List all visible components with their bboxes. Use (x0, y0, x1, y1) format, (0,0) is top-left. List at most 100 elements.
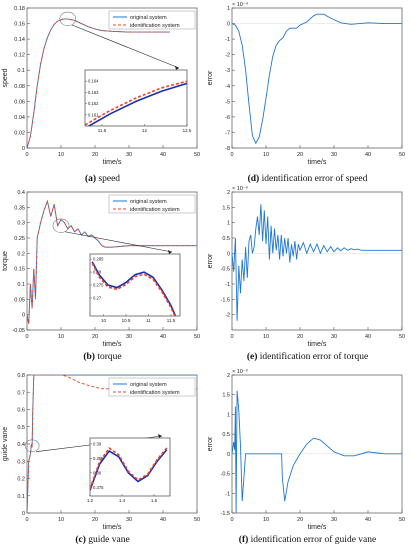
x-tick-label: 50 (399, 334, 405, 340)
legend: original system identification system (108, 10, 196, 30)
x-tick-label: 0 (230, 334, 233, 340)
y-tick-label: -5 (225, 99, 230, 105)
inset-frame (89, 253, 181, 317)
plot-frame (231, 7, 403, 149)
legend: original system identification system (108, 377, 196, 397)
x-tick-label: 50 (194, 517, 200, 523)
series-line-identification (27, 18, 170, 148)
x-tick-label: 50 (194, 152, 200, 158)
y-tick-label: 1 (227, 6, 230, 12)
inset-y-tick-label: 0.275 (93, 283, 104, 288)
y-tick-label: 0.16 (14, 22, 25, 28)
y-tick-label: 1.5 (222, 205, 230, 211)
inset-x-tick-label: 1.6 (151, 498, 158, 503)
y-tick-label: 0.1 (17, 282, 25, 288)
x-tick-label: 30 (126, 334, 132, 340)
plot-a: 0 10 20 30 40 50 0 0.02 0.04 0.06 0.08 0.1 0.12 0.14 0… (2, 6, 200, 166)
series-group (27, 199, 197, 324)
x-tick-label: 40 (365, 517, 371, 523)
x-axis-label: time/s (103, 341, 122, 348)
inset-series (91, 261, 177, 316)
y-tick-label: 0.05 (14, 297, 25, 303)
legend-entry: original system (130, 382, 167, 388)
y-tick-label: 0 (22, 511, 25, 517)
x-axis-label: time/s (308, 524, 327, 531)
y-tick-label: 0.5 (17, 425, 25, 431)
arrow-head (158, 434, 162, 438)
inset-x-tick-label: 11.5 (98, 128, 107, 133)
x-tick-label: 0 (25, 334, 28, 340)
series-group (232, 13, 402, 145)
plot-frame (231, 191, 403, 331)
caption-f: (f) identification error of guide vane (238, 535, 377, 545)
y-tick-label: -3 (225, 68, 230, 74)
y-tick-label: 0 (22, 313, 25, 319)
legend-entry: identification system (130, 23, 180, 29)
x-tick-label: 20 (92, 152, 98, 158)
zoom-arrow (71, 24, 180, 69)
y-tick-label: -0.5 (221, 472, 230, 478)
inset-y-tick-label: 0.375 (93, 485, 104, 490)
legend-box (108, 10, 196, 30)
inset-series-line-identification (90, 447, 168, 490)
x-tick-label: 0 (230, 152, 233, 158)
y-tick-label: 0.7 (17, 390, 25, 396)
series-group (27, 18, 170, 148)
plot-c: 0 10 20 30 40 50 0 0.1 0.2 0.3 0.4 0.5 0.6 0.7 0.8 time… (2, 373, 200, 531)
zoom-circle (52, 218, 70, 233)
inset-y-tick-label: 0.285 (93, 257, 104, 262)
legend-box (108, 194, 196, 214)
x-tick-label: 10 (263, 334, 269, 340)
inset-series-line-original (90, 449, 168, 491)
plot-e: 0 10 20 30 40 50 -2 -1.5 -1 -0.5 0 0.5 1 1.5 2 time/s er… (207, 186, 405, 348)
x-tick-label: 30 (331, 334, 337, 340)
caption-c: (c) guide vane (75, 535, 130, 545)
x-tick-label: 30 (331, 152, 337, 158)
x-tick-label: 20 (92, 517, 98, 523)
y-axis-label: error (207, 253, 214, 268)
caption-d: (d) identification error of speed (247, 174, 368, 184)
y-tick-label: -2 (225, 313, 230, 319)
inset-series-line-original (87, 82, 187, 126)
x-tick-label: 20 (297, 334, 303, 340)
series-line-original (232, 204, 402, 321)
caption-e: (e) identification error of torque (246, 352, 369, 362)
y-axis-label: guide vane (2, 427, 9, 461)
y-tick-label: 2 (227, 190, 230, 196)
series-line-original (232, 390, 402, 513)
y-tick-label: 0.5 (222, 236, 230, 242)
x-tick-label: 40 (160, 152, 166, 158)
y-tick-label: 0.2 (17, 251, 25, 257)
y-tick-label: 0.08 (14, 84, 25, 90)
inset-series-line-identification (85, 80, 187, 126)
y-exponent: × 10⁻³ (232, 369, 248, 375)
y-tick-label: 0.15 (14, 267, 25, 273)
inset-x-tick-label: 10 (101, 318, 107, 323)
y-tick-label: 0.3 (17, 221, 25, 227)
y-axis-label: torque (2, 251, 9, 271)
y-tick-label: -7 (225, 130, 230, 136)
inset-y-tick-label: 0.162 (88, 101, 99, 106)
inset-series-line-identification (91, 262, 176, 316)
y-tick-label: 0.8 (17, 373, 25, 379)
y-tick-label: -1 (225, 491, 230, 497)
x-tick-label: 40 (160, 334, 166, 340)
x-tick-label: 50 (399, 152, 405, 158)
inset: 1.2 1.4 1.6 0.375 0.38 0.385 0.39 (24, 434, 171, 503)
y-tick-label: 0 (227, 452, 230, 458)
y-exponent: × 10⁻³ (232, 186, 248, 192)
x-tick-label: 40 (365, 334, 371, 340)
x-tick-label: 50 (399, 517, 405, 523)
x-tick-label: 10 (263, 517, 269, 523)
inset-y-tick-label: 0.385 (93, 456, 104, 461)
series-group (232, 390, 402, 513)
inset: 11.5 12 12.5 0.161 0.162 0.163 0.164 (59, 11, 192, 133)
y-tick-label: 0.1 (17, 68, 25, 74)
zoom-circle (59, 11, 77, 26)
y-axis-label: error (207, 436, 214, 451)
inset-x-tick-label: 10.5 (122, 318, 131, 323)
inset-x-tick-label: 1.4 (119, 498, 126, 503)
series-line-identification (27, 199, 197, 324)
legend-entry: identification system (130, 390, 180, 396)
